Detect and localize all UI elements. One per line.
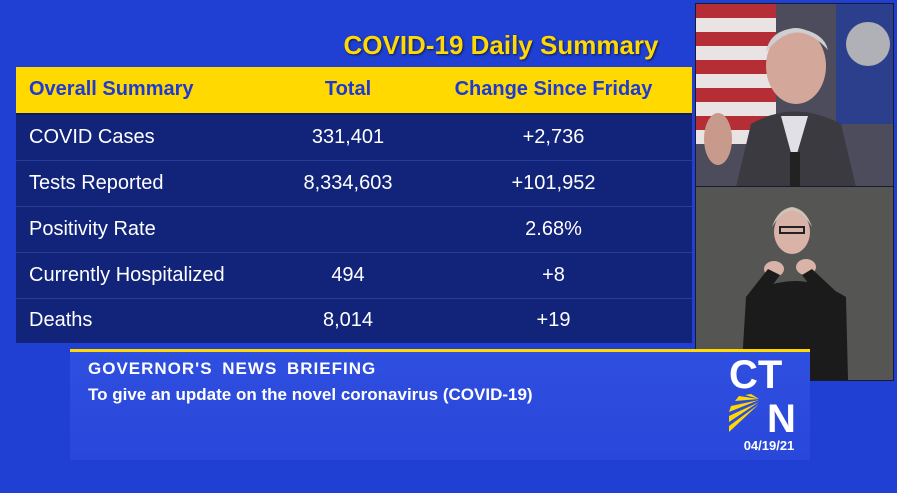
row-label: Deaths xyxy=(29,309,93,331)
table-row: Tests Reported 8,334,603 +101,952 xyxy=(16,161,692,207)
row-change: 2.68% xyxy=(525,218,582,240)
header-change: Change Since Friday xyxy=(454,78,653,100)
table-row: Currently Hospitalized 494 +8 xyxy=(16,253,692,299)
briefing-title: GOVERNOR'S NEWS BRIEFING xyxy=(88,359,377,378)
row-total: 8,334,603 xyxy=(303,172,393,194)
row-total: 8,014 xyxy=(322,309,374,331)
news-briefing-banner: GOVERNOR'S NEWS BRIEFING To give an upda… xyxy=(70,349,810,460)
speaker-video-feed xyxy=(695,3,894,188)
broadcast-date: 04/19/21 xyxy=(743,438,795,453)
table-row: Positivity Rate 2.68% xyxy=(16,207,692,253)
row-total: 331,401 xyxy=(311,126,385,148)
row-label: Tests Reported xyxy=(29,172,164,194)
row-label: Positivity Rate xyxy=(29,218,156,240)
table-row: Deaths 8,014 +19 xyxy=(16,298,692,343)
row-change: +19 xyxy=(536,309,571,331)
table-header: Overall Summary Total Change Since Frida… xyxy=(16,67,692,115)
row-total: 494 xyxy=(331,264,365,286)
ctn-logo-top-text: CT xyxy=(729,354,782,397)
summary-table: Overall Summary Total Change Since Frida… xyxy=(16,67,692,343)
ctn-logo: CT N xyxy=(727,353,809,454)
row-change: +2,736 xyxy=(522,126,585,148)
row-change: +8 xyxy=(542,264,565,286)
interpreter-video-image xyxy=(696,187,893,380)
ctn-logo-bottom-text: N xyxy=(767,397,796,436)
ctn-logo-icon: CT N xyxy=(729,353,796,441)
table-row: COVID Cases 331,401 +2,736 xyxy=(16,115,692,161)
row-label: COVID Cases xyxy=(29,126,155,148)
sunburst-icon xyxy=(729,394,759,432)
header-overall-summary: Overall Summary xyxy=(29,78,194,100)
briefing-subtitle: To give an update on the novel coronavir… xyxy=(88,385,533,404)
speaker-video-image xyxy=(696,4,893,187)
header-total: Total xyxy=(324,78,372,100)
row-label: Currently Hospitalized xyxy=(29,264,225,286)
summary-title: COVID-19 Daily Summary xyxy=(343,30,659,60)
row-change: +101,952 xyxy=(511,172,596,194)
